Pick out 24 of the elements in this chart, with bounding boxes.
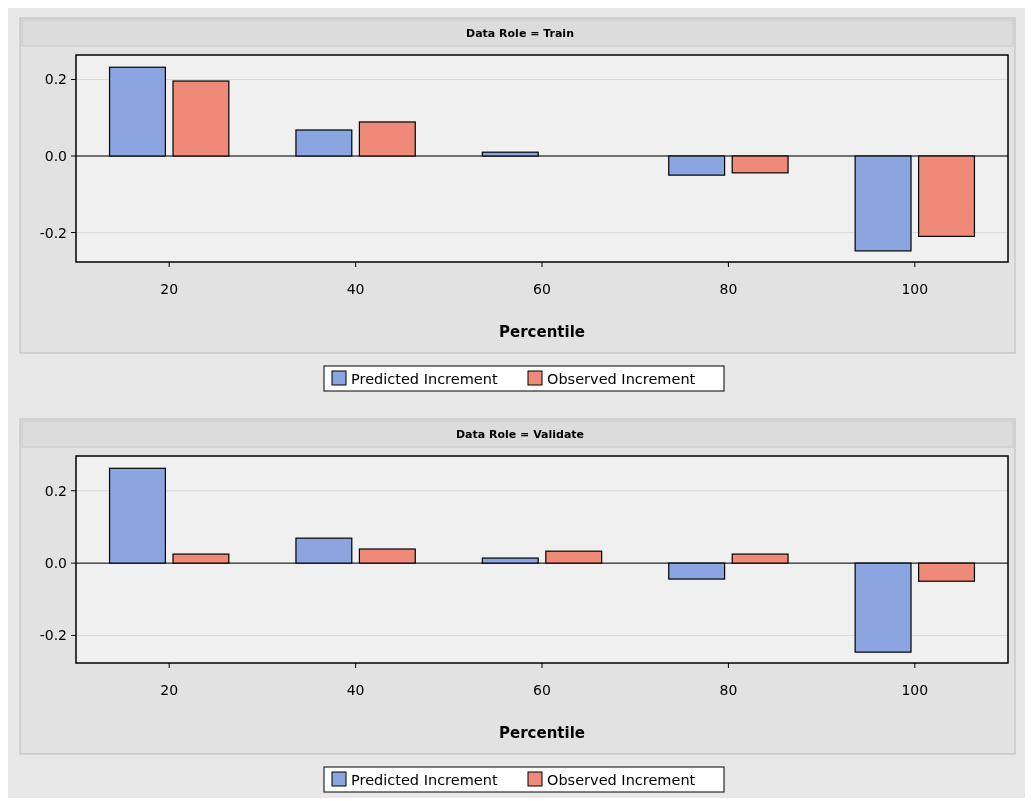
- y-tick-label: 0.0: [44, 148, 67, 165]
- x-tick-label: 20: [160, 281, 179, 297]
- x-axis-title: Percentile: [499, 724, 585, 742]
- y-tick-label: -0.2: [39, 224, 67, 241]
- chart-title: Data Role = Train: [466, 27, 574, 40]
- x-tick-label: 60: [533, 281, 551, 297]
- x-tick-label: 20: [160, 682, 179, 698]
- x-tick-label: 100: [901, 281, 929, 297]
- x-axis-title: Percentile: [499, 323, 585, 341]
- x-tick-label: 80: [719, 281, 738, 297]
- y-tick-label: 0.0: [44, 555, 67, 572]
- legend-label: Predicted Increment: [351, 371, 498, 387]
- chart-title: Data Role = Validate: [455, 428, 585, 441]
- y-tick-label: 0.2: [44, 482, 67, 499]
- x-tick-label: 40: [346, 281, 365, 297]
- x-tick-label: 60: [533, 682, 551, 698]
- legend-label: Observed Increment: [547, 772, 696, 788]
- legend-label: Predicted Increment: [351, 772, 498, 788]
- y-tick-label: -0.2: [39, 627, 67, 644]
- x-tick-label: 40: [346, 682, 365, 698]
- x-tick-label: 80: [719, 682, 738, 698]
- x-tick-label: 100: [901, 682, 929, 698]
- legend-label: Observed Increment: [547, 371, 696, 387]
- y-tick-label: 0.2: [44, 71, 67, 88]
